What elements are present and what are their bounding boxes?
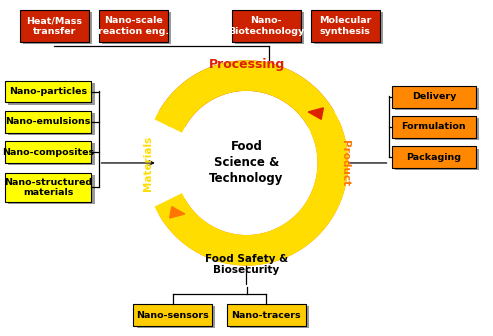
Text: Nano-
Biotechnology: Nano- Biotechnology	[228, 16, 304, 36]
FancyBboxPatch shape	[102, 12, 171, 44]
Text: Processing: Processing	[209, 57, 284, 71]
Polygon shape	[170, 207, 185, 218]
Text: Nano-sensors: Nano-sensors	[136, 310, 209, 320]
Text: Formulation: Formulation	[401, 122, 466, 131]
Text: Nano-composites: Nano-composites	[2, 148, 94, 157]
Text: Nano-particles: Nano-particles	[9, 87, 87, 96]
Text: Nano-tracers: Nano-tracers	[231, 310, 301, 320]
Text: Molecular
synthesis: Molecular synthesis	[319, 16, 371, 36]
Text: Heat/Mass
transfer: Heat/Mass transfer	[26, 16, 82, 36]
Text: Nano-scale
reaction eng.: Nano-scale reaction eng.	[98, 16, 169, 36]
FancyBboxPatch shape	[8, 113, 95, 135]
Text: Product: Product	[340, 140, 350, 186]
FancyBboxPatch shape	[8, 175, 95, 204]
FancyBboxPatch shape	[23, 12, 92, 44]
Text: Nano-emulsions: Nano-emulsions	[5, 117, 91, 126]
FancyBboxPatch shape	[99, 10, 168, 42]
FancyBboxPatch shape	[395, 118, 479, 140]
FancyBboxPatch shape	[392, 86, 476, 108]
Text: Food
Science &
Technology: Food Science & Technology	[210, 140, 283, 185]
FancyBboxPatch shape	[314, 12, 383, 44]
FancyBboxPatch shape	[235, 12, 304, 44]
FancyBboxPatch shape	[133, 304, 212, 326]
FancyBboxPatch shape	[8, 143, 95, 165]
FancyBboxPatch shape	[230, 306, 309, 328]
Polygon shape	[165, 115, 180, 126]
FancyBboxPatch shape	[395, 88, 479, 110]
FancyBboxPatch shape	[5, 141, 91, 163]
Text: Materials: Materials	[143, 135, 153, 191]
FancyBboxPatch shape	[137, 306, 215, 328]
FancyBboxPatch shape	[395, 149, 479, 170]
FancyBboxPatch shape	[5, 111, 91, 133]
Text: Food Safety &
Biosecurity: Food Safety & Biosecurity	[205, 254, 288, 275]
FancyBboxPatch shape	[392, 116, 476, 138]
Text: Nano-structured
materials: Nano-structured materials	[4, 178, 92, 197]
FancyBboxPatch shape	[227, 304, 306, 326]
Text: Delivery: Delivery	[412, 92, 456, 101]
FancyBboxPatch shape	[20, 10, 89, 42]
FancyBboxPatch shape	[392, 146, 476, 168]
FancyBboxPatch shape	[232, 10, 301, 42]
FancyBboxPatch shape	[5, 173, 91, 202]
FancyBboxPatch shape	[5, 81, 91, 102]
FancyBboxPatch shape	[311, 10, 380, 42]
Text: Packaging: Packaging	[406, 153, 461, 162]
FancyBboxPatch shape	[8, 83, 95, 105]
Polygon shape	[308, 108, 323, 119]
Circle shape	[182, 119, 311, 207]
